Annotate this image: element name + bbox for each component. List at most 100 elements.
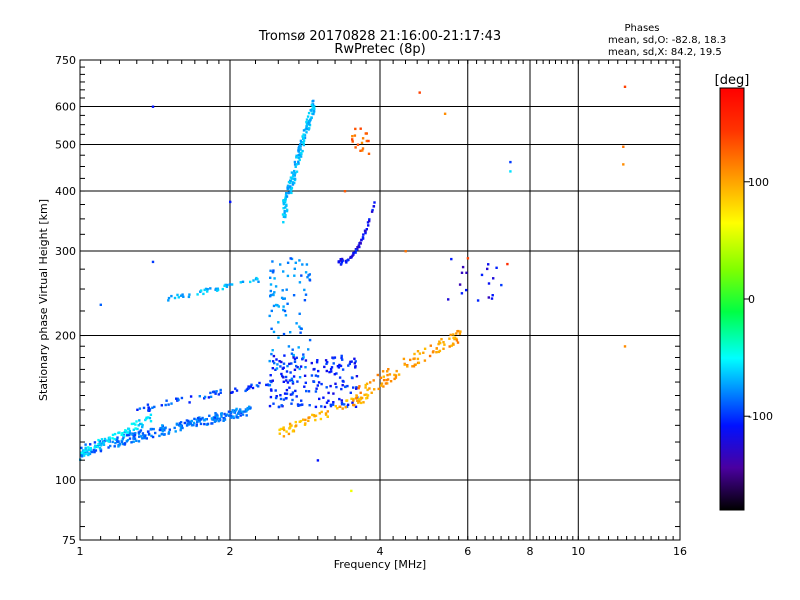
data-point (80, 455, 84, 458)
data-point (386, 373, 389, 377)
data-point (450, 344, 453, 347)
data-point (245, 414, 248, 417)
data-point (318, 412, 321, 415)
data-point (216, 415, 219, 418)
data-point (241, 410, 244, 413)
data-point (99, 303, 102, 306)
data-point (188, 421, 191, 424)
data-point (196, 420, 199, 423)
data-point (622, 145, 625, 148)
data-point (340, 257, 344, 261)
data-point (310, 374, 314, 377)
x-tick-label: 16 (673, 545, 687, 558)
data-point (246, 387, 249, 391)
data-point (145, 437, 148, 440)
data-point (111, 440, 114, 444)
data-point (417, 361, 421, 364)
data-point (250, 383, 253, 386)
data-point (290, 191, 293, 195)
data-point (94, 449, 98, 452)
data-point (455, 337, 458, 341)
data-point (269, 289, 272, 293)
data-point (117, 440, 120, 443)
data-point (199, 422, 203, 426)
data-point (251, 386, 255, 390)
data-point (359, 391, 362, 394)
data-point (303, 299, 307, 302)
data-point (304, 271, 308, 274)
data-point (203, 419, 206, 422)
data-point (413, 352, 416, 356)
data-point (126, 434, 129, 437)
data-point (319, 417, 323, 421)
data-point (301, 149, 304, 153)
stats-x: mean, sd,X: 84.2, 19.5 (608, 47, 722, 58)
data-point (336, 407, 339, 410)
data-point (170, 402, 173, 405)
data-point (346, 384, 349, 388)
data-point (360, 238, 363, 242)
data-point (351, 138, 354, 141)
data-point (362, 233, 365, 236)
data-point (351, 140, 354, 143)
data-point (305, 120, 308, 124)
data-point (290, 362, 293, 365)
data-point (437, 342, 440, 346)
data-point (328, 370, 331, 374)
data-point (137, 431, 140, 434)
data-point (256, 277, 259, 281)
data-point (246, 406, 249, 410)
data-point (306, 115, 310, 118)
data-point (368, 218, 371, 221)
data-point (286, 186, 289, 189)
data-point (309, 119, 312, 122)
data-point (214, 392, 217, 395)
data-point (448, 337, 451, 340)
data-point (229, 200, 232, 204)
data-point (492, 277, 495, 280)
data-point (209, 395, 213, 398)
data-point (209, 287, 212, 290)
x-tick-label: 10 (571, 545, 585, 558)
data-point (384, 382, 388, 385)
data-point (165, 399, 168, 402)
data-point (248, 405, 251, 408)
data-point (248, 387, 251, 390)
data-point (303, 374, 307, 377)
data-point (355, 394, 358, 397)
data-point (341, 259, 344, 262)
data-point (357, 387, 360, 390)
data-point (206, 290, 209, 293)
data-point (271, 367, 274, 370)
data-point (330, 370, 333, 373)
data-point (282, 435, 286, 438)
data-point (333, 356, 337, 359)
data-point (91, 450, 94, 454)
data-point (326, 415, 329, 418)
data-point (299, 145, 302, 148)
data-point (455, 339, 459, 342)
data-point (232, 415, 235, 418)
data-point (282, 207, 285, 210)
data-point (274, 396, 278, 400)
data-point (461, 265, 465, 269)
data-point (310, 116, 313, 120)
data-point (86, 450, 89, 454)
data-point (285, 209, 289, 213)
data-point (123, 442, 127, 445)
data-point (282, 380, 285, 383)
data-point (98, 447, 102, 450)
data-point (291, 181, 294, 184)
data-point (285, 388, 289, 392)
data-point (344, 406, 347, 409)
data-point (200, 289, 203, 292)
data-point (332, 392, 335, 395)
data-point (297, 149, 300, 152)
data-point (302, 129, 306, 132)
data-point (182, 295, 185, 298)
data-point (151, 260, 155, 264)
data-point (293, 267, 296, 270)
data-point (134, 423, 137, 426)
data-point (316, 375, 320, 378)
data-point (500, 283, 503, 287)
